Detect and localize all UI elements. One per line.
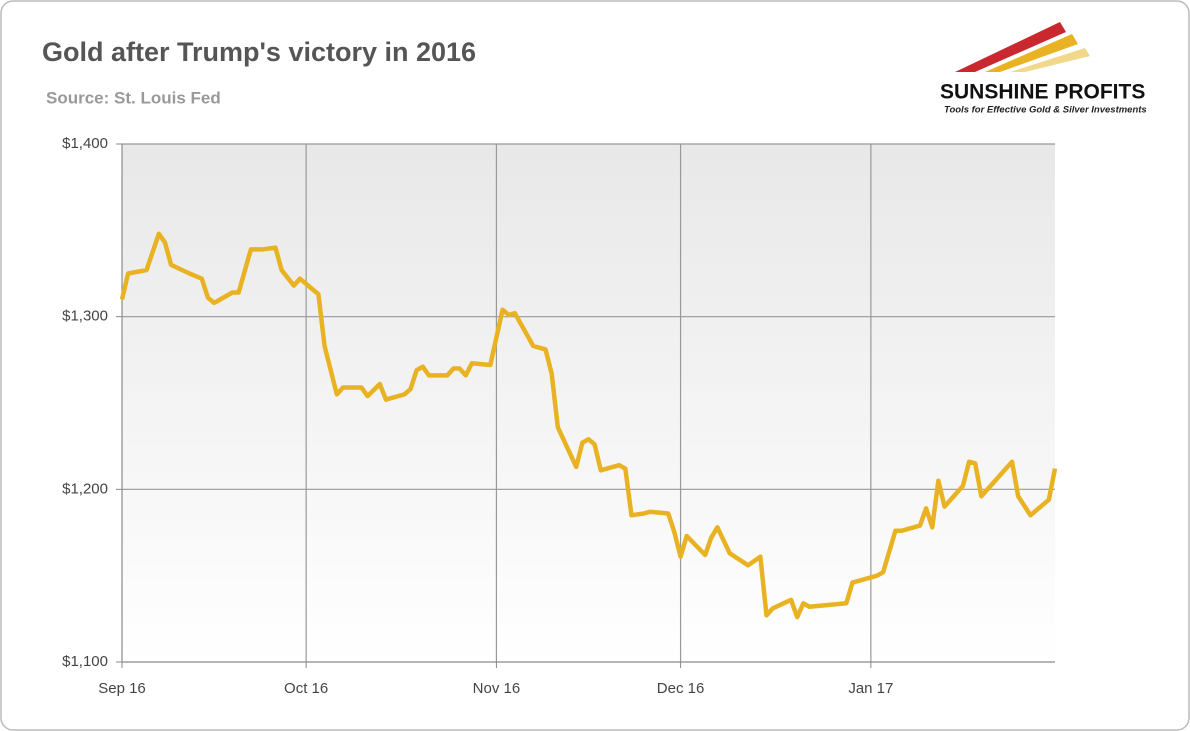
logo-swoosh bbox=[955, 22, 1066, 72]
plot-area bbox=[122, 144, 1055, 662]
y-tick-label: $1,100 bbox=[62, 653, 108, 670]
x-tick-label: Dec 16 bbox=[657, 680, 705, 697]
logo: SUNSHINE PROFITS Tools for Effective Gol… bbox=[940, 22, 1147, 116]
x-tick-label: Sep 16 bbox=[98, 680, 146, 697]
logo-swoosh bbox=[1010, 48, 1090, 72]
y-tick-label: $1,300 bbox=[62, 308, 108, 325]
chart-subtitle: Source: St. Louis Fed bbox=[46, 88, 221, 107]
x-tick-label: Nov 16 bbox=[473, 680, 521, 697]
chart-title: Gold after Trump's victory in 2016 bbox=[42, 37, 476, 67]
logo-brand: SUNSHINE PROFITS bbox=[940, 81, 1145, 104]
y-tick-label: $1,200 bbox=[62, 480, 108, 497]
logo-swoosh bbox=[985, 34, 1078, 72]
y-tick-label: $1,400 bbox=[62, 135, 108, 152]
logo-tagline: Tools for Effective Gold & Silver Invest… bbox=[944, 105, 1147, 116]
x-tick-label: Jan 17 bbox=[848, 680, 893, 697]
data-line bbox=[119, 231, 1058, 620]
x-tick-label: Oct 16 bbox=[284, 680, 328, 697]
